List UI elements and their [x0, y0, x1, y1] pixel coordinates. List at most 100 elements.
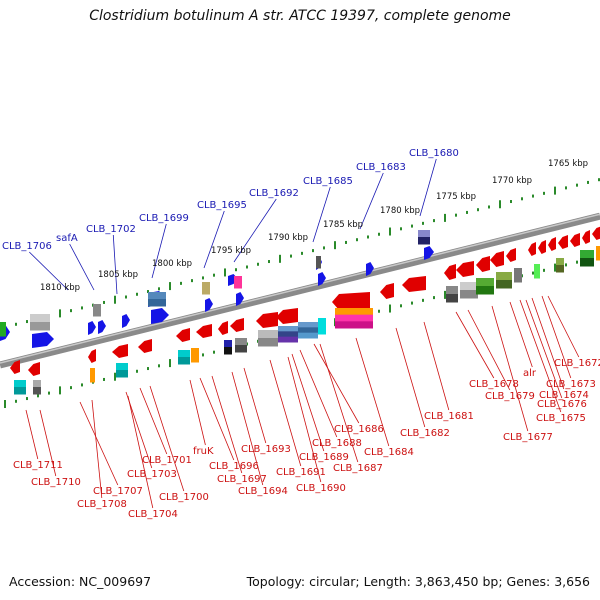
- reverse-gene-label: CLB_1679: [485, 391, 535, 402]
- gene-block-orange-pink: [335, 321, 373, 329]
- lower-tick-dot: [26, 397, 28, 401]
- lower-tick-dot: [15, 399, 17, 403]
- gene-features: [0, 226, 600, 395]
- forward-leader-line: [233, 198, 277, 263]
- upper-tick-dot: [466, 210, 468, 214]
- gene-block-gray: [33, 380, 41, 388]
- upper-tick-dot: [444, 213, 446, 222]
- gene-block-gray: [93, 304, 101, 317]
- gene-block-pink: [234, 276, 242, 289]
- gene-block-orange: [191, 348, 199, 363]
- reverse-leader-line: [25, 409, 39, 460]
- lower-tick-dot: [213, 350, 215, 354]
- reverse-gene-arrow: [558, 235, 568, 249]
- lower-tick-dot: [565, 263, 567, 267]
- upper-tick-dot: [411, 224, 413, 228]
- upper-tick-dot: [345, 240, 347, 244]
- lower-tick-dot: [389, 304, 391, 313]
- upper-tick-dot: [114, 295, 116, 304]
- upper-tick-dot: [587, 180, 589, 184]
- gene-block-cyan: [178, 357, 190, 365]
- forward-gene-label: CLB_1680: [409, 148, 459, 159]
- upper-tick-dot: [356, 238, 358, 242]
- gene-block-navy: [418, 237, 430, 245]
- upper-tick-dot: [169, 282, 171, 291]
- reverse-leader-line: [319, 343, 359, 463]
- kbp-tick-label: 1775 kbp: [436, 192, 476, 202]
- upper-tick-dot: [191, 279, 193, 283]
- genome-backbone: [0, 212, 600, 369]
- kbp-tick-label: 1805 kbp: [98, 270, 138, 280]
- upper-tick-dot: [477, 208, 479, 212]
- reverse-gene-label: CLB_1675: [536, 413, 586, 424]
- reverse-leader-line: [291, 353, 325, 452]
- reverse-leader-line: [39, 409, 57, 477]
- reverse-leader-line: [269, 359, 302, 467]
- gene-block-cyan: [14, 387, 26, 395]
- upper-tick-dot: [268, 260, 270, 264]
- gene-block-gray: [258, 338, 278, 347]
- reverse-gene-label: CLB_1708: [77, 499, 127, 510]
- reverse-gene-arrow: [476, 256, 490, 272]
- reverse-gene-label: CLB_1676: [537, 399, 587, 410]
- gene-block-gray: [446, 286, 458, 295]
- reverse-gene-label: CLB_1704: [128, 509, 178, 520]
- label-leader-lines: [25, 158, 580, 509]
- forward-gene-label: CLB_1699: [139, 213, 189, 224]
- reverse-gene-label: CLB_1682: [400, 428, 450, 439]
- lower-tick-dot: [422, 298, 424, 302]
- reverse-gene-arrow: [592, 226, 600, 240]
- reverse-gene-arrow: [490, 251, 504, 267]
- forward-leader-line: [151, 223, 167, 279]
- reverse-gene-arrow: [456, 261, 474, 277]
- gene-block-cyan: [116, 363, 128, 371]
- upper-tick-dot: [499, 200, 501, 209]
- reverse-gene-arrow: [528, 242, 536, 256]
- reverse-leader-line: [211, 375, 243, 474]
- upper-tick-dot: [400, 227, 402, 231]
- reverse-leader-line: [355, 337, 390, 447]
- upper-tick-dot: [532, 194, 534, 198]
- lower-tick-dot: [169, 359, 171, 368]
- upper-tick-dot: [543, 191, 545, 195]
- gene-labels: CLB_1706safACLB_1702CLB_1699CLB_1695CLB_…: [2, 148, 600, 520]
- reverse-leader-line: [455, 311, 495, 379]
- backbone-line: [0, 212, 600, 369]
- gene-block-green: [476, 286, 494, 295]
- upper-tick-dot: [279, 254, 281, 263]
- gene-block-green: [476, 278, 494, 287]
- gene-block-gray: [30, 322, 50, 331]
- forward-gene-arrow: [424, 246, 434, 260]
- gene-block-cyan: [178, 350, 190, 358]
- upper-tick-dot: [26, 320, 28, 324]
- gene-block-navy: [224, 340, 232, 348]
- reverse-gene-label: CLB_1672: [554, 358, 600, 369]
- reverse-gene-arrow: [332, 292, 370, 310]
- reverse-gene-arrow: [218, 321, 228, 335]
- forward-gene-label: CLB_1692: [249, 188, 299, 199]
- lower-tick-dot: [532, 271, 534, 275]
- gene-block-gray: [460, 282, 478, 291]
- forward-gene-label: CLB_1683: [356, 162, 406, 173]
- gene-block-steel: [278, 336, 298, 343]
- reverse-gene-label: alr: [523, 368, 537, 379]
- reverse-leader-line: [299, 349, 338, 438]
- reverse-gene-label: CLB_1707: [93, 486, 143, 497]
- forward-leader-line: [203, 210, 225, 269]
- forward-gene-arrow: [318, 272, 326, 286]
- gene-block-lime: [534, 264, 540, 279]
- gene-block-gray: [460, 290, 478, 299]
- kbp-tick-label: 1810 kbp: [40, 283, 80, 293]
- upper-tick-dot: [598, 178, 600, 182]
- upper-tick-dot: [158, 287, 160, 291]
- gene-block-olive: [202, 282, 210, 295]
- kbp-tick-label: 1795 kbp: [211, 246, 251, 256]
- reverse-leader-line: [79, 401, 119, 486]
- reverse-gene-label: CLB_1689: [299, 452, 349, 463]
- reverse-leader-line: [139, 387, 168, 455]
- gene-block-orange: [90, 368, 95, 383]
- reverse-gene-label: CLB_1678: [469, 379, 519, 390]
- reverse-gene-label: CLB_1693: [241, 444, 291, 455]
- gene-block-olive: [556, 265, 564, 273]
- upper-tick-dot: [202, 276, 204, 280]
